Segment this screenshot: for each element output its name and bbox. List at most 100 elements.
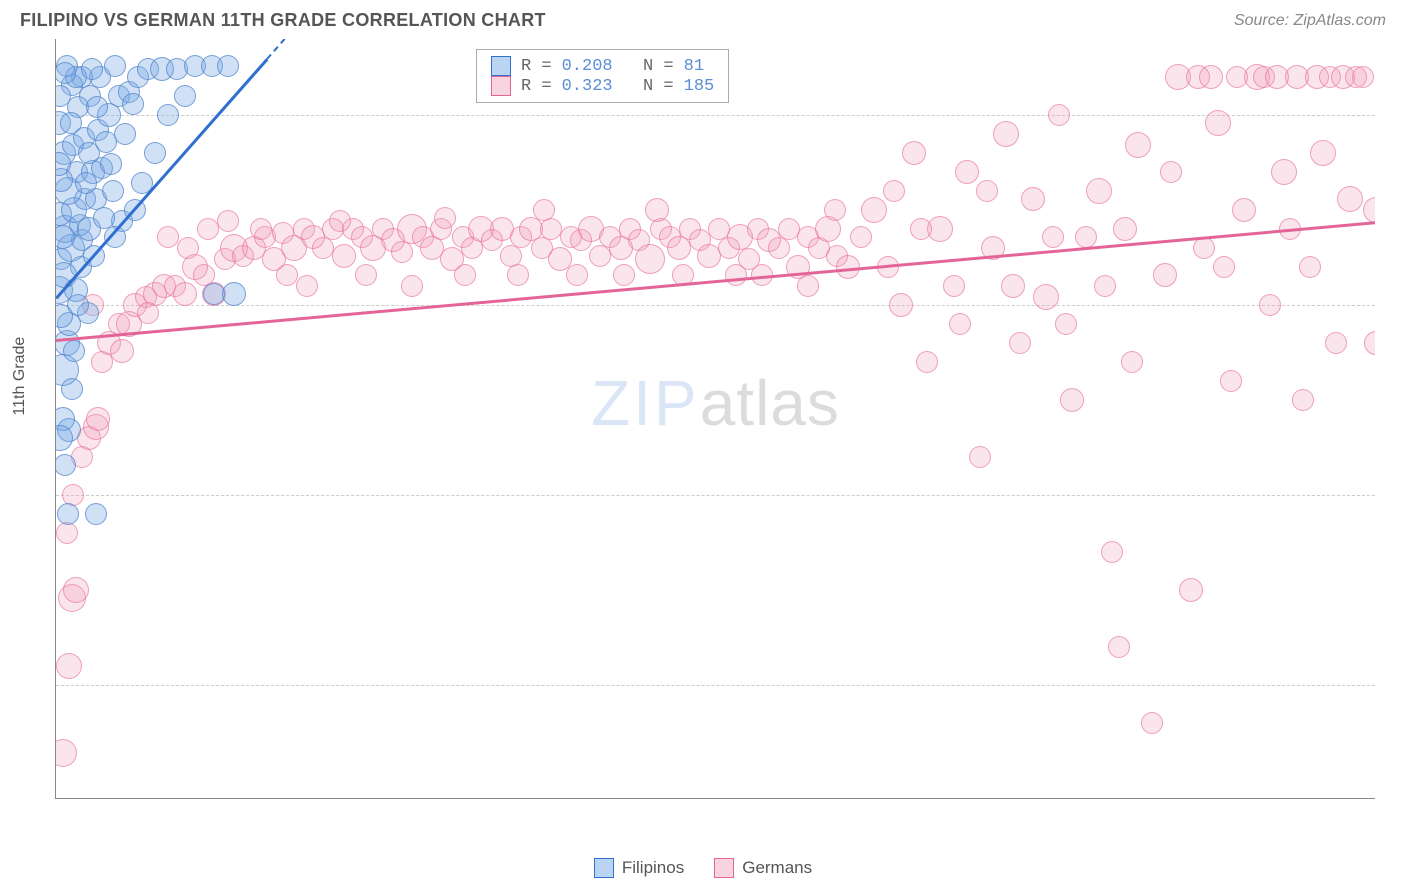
- trend-line-dash: [266, 39, 333, 60]
- data-point: [1325, 332, 1347, 354]
- data-point: [1108, 636, 1130, 658]
- data-point: [157, 226, 179, 248]
- data-point: [969, 446, 991, 468]
- data-point: [1141, 712, 1163, 734]
- data-point: [861, 197, 887, 223]
- data-point: [173, 282, 197, 306]
- data-point: [157, 104, 179, 126]
- data-point: [540, 218, 562, 240]
- legend-n-value: 185: [684, 77, 715, 96]
- data-point: [122, 93, 144, 115]
- data-point: [1232, 198, 1256, 222]
- data-point: [454, 264, 476, 286]
- data-point: [312, 237, 334, 259]
- data-point: [1213, 256, 1235, 278]
- data-point: [1113, 217, 1137, 241]
- data-point: [75, 172, 97, 194]
- data-point: [355, 264, 377, 286]
- legend-r-value: 0.323: [562, 77, 613, 96]
- data-point: [889, 293, 913, 317]
- data-point: [1226, 66, 1248, 88]
- data-point: [613, 264, 635, 286]
- data-point: [1121, 351, 1143, 373]
- legend-r-label: R =: [521, 57, 552, 76]
- data-point: [63, 340, 85, 362]
- data-point: [56, 653, 82, 679]
- data-point: [81, 58, 103, 80]
- legend-r-value: 0.208: [562, 57, 613, 76]
- data-point: [1060, 388, 1084, 412]
- data-point: [56, 454, 76, 476]
- data-point: [1179, 578, 1203, 602]
- data-point: [177, 237, 199, 259]
- data-point: [778, 218, 800, 240]
- data-point: [1033, 284, 1059, 310]
- chart-header: FILIPINO VS GERMAN 11TH GRADE CORRELATIO…: [0, 0, 1406, 39]
- legend-n-value: 81: [684, 57, 704, 76]
- data-point: [114, 123, 136, 145]
- data-point: [1086, 178, 1112, 204]
- gridline: [56, 495, 1375, 496]
- gridline: [56, 305, 1375, 306]
- data-point: [902, 141, 926, 165]
- data-point: [222, 282, 246, 306]
- legend-swatch: [594, 858, 614, 878]
- data-point: [1205, 110, 1231, 136]
- data-point: [57, 503, 79, 525]
- data-point: [93, 207, 115, 229]
- data-point: [1292, 389, 1314, 411]
- legend-swatch: [491, 76, 511, 96]
- data-point: [1271, 159, 1297, 185]
- data-point: [61, 378, 83, 400]
- data-point: [56, 739, 77, 767]
- legend-r-label: R =: [521, 77, 552, 96]
- data-point: [217, 210, 239, 232]
- data-point: [1042, 226, 1064, 248]
- data-point: [1345, 66, 1367, 88]
- data-point: [86, 407, 110, 431]
- data-point: [1363, 197, 1375, 223]
- data-point: [1193, 237, 1215, 259]
- data-point: [635, 244, 665, 274]
- data-point: [401, 275, 423, 297]
- data-point: [949, 313, 971, 335]
- legend-n-label: N =: [623, 57, 674, 76]
- data-point: [955, 160, 979, 184]
- data-point: [434, 207, 456, 229]
- data-point: [329, 210, 351, 232]
- data-point: [1048, 104, 1070, 126]
- data-point: [174, 85, 196, 107]
- data-point: [1337, 186, 1363, 212]
- y-axis-label: 11th Grade: [11, 337, 29, 416]
- data-point: [250, 218, 272, 240]
- data-point: [1009, 332, 1031, 354]
- data-point: [110, 339, 134, 363]
- data-point: [1094, 275, 1116, 297]
- data-point: [1160, 161, 1182, 183]
- data-point: [883, 180, 905, 202]
- plot-area: 85.0%90.0%95.0%100.0%0.0%100.0%ZIPatlas: [56, 39, 1375, 798]
- data-point: [533, 199, 555, 221]
- data-point: [78, 142, 100, 164]
- legend-label: Germans: [742, 858, 812, 878]
- data-point: [645, 198, 669, 222]
- data-point: [104, 55, 126, 77]
- data-point: [197, 218, 219, 240]
- data-point: [1001, 274, 1025, 298]
- data-point: [824, 199, 846, 221]
- data-point: [916, 351, 938, 373]
- data-point: [850, 226, 872, 248]
- data-point: [1101, 541, 1123, 563]
- data-point: [296, 275, 318, 297]
- data-point: [768, 237, 790, 259]
- data-point: [56, 522, 78, 544]
- data-point: [1259, 294, 1281, 316]
- data-point: [217, 55, 239, 77]
- data-point: [1220, 370, 1242, 392]
- data-point: [976, 180, 998, 202]
- data-point: [63, 577, 89, 603]
- data-point: [910, 218, 932, 240]
- data-point: [332, 244, 356, 268]
- series-legend-item: Germans: [714, 858, 812, 878]
- data-point: [276, 264, 298, 286]
